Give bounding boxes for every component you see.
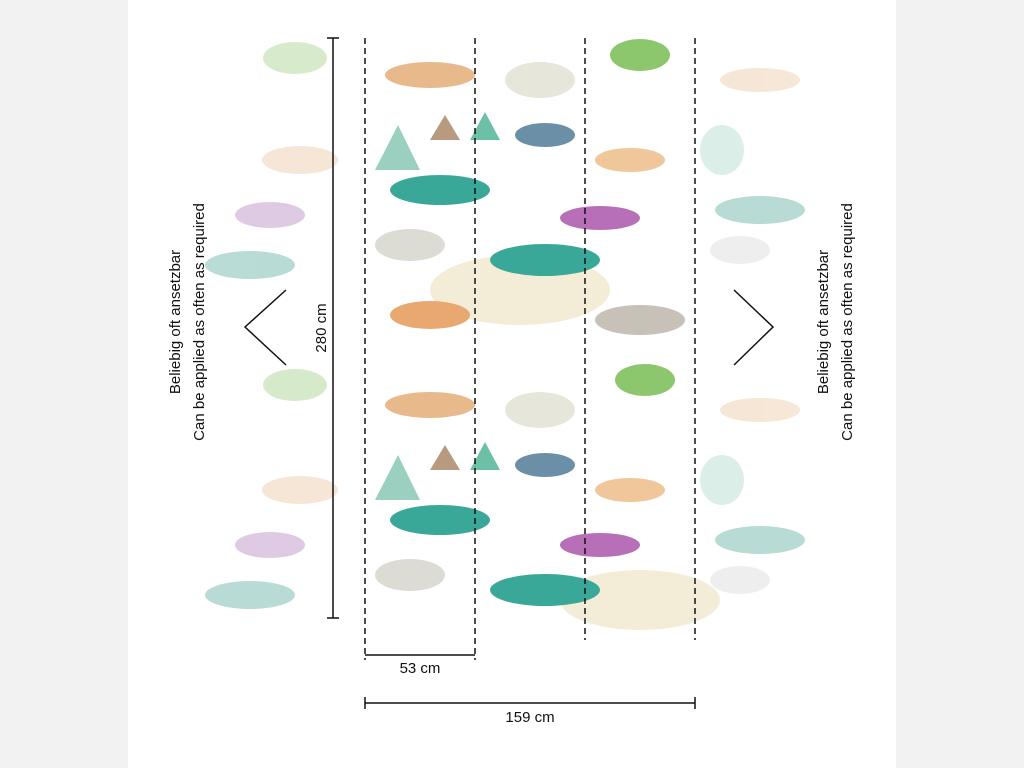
panel-width-label: 53 cm	[400, 660, 441, 677]
note-line: Beliebig oft ansetzbar	[167, 250, 184, 394]
note-line: Can be applied as often as required	[191, 203, 208, 441]
total-width-dimension	[364, 697, 696, 709]
faded-repeat-left	[205, 42, 338, 609]
chevron-left	[243, 289, 287, 366]
faded-repeat-right	[700, 68, 805, 594]
chevron-right	[733, 289, 775, 366]
note-line: Can be applied as often as required	[839, 203, 856, 441]
note-line: Beliebig oft ansetzbar	[815, 250, 832, 394]
total-width-label: 159 cm	[505, 709, 554, 726]
height-label: 280 cm	[313, 303, 330, 352]
wallpaper-pattern	[365, 38, 720, 630]
height-dimension	[327, 37, 339, 619]
